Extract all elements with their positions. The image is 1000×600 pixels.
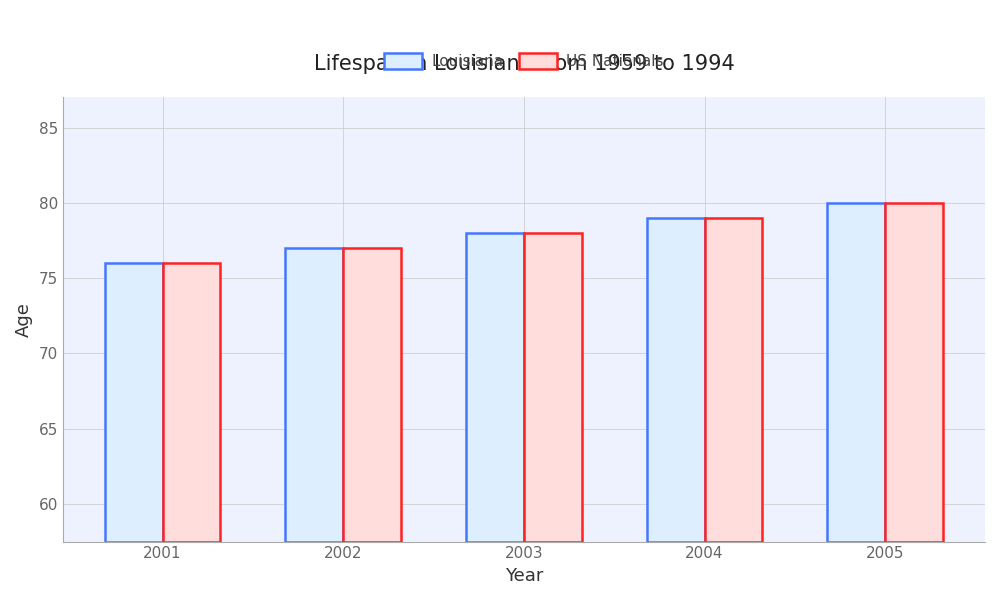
- X-axis label: Year: Year: [505, 567, 543, 585]
- Bar: [705, 218, 762, 542]
- Bar: [885, 203, 943, 542]
- Bar: [343, 248, 401, 542]
- Bar: [285, 248, 343, 542]
- Y-axis label: Age: Age: [15, 302, 33, 337]
- Title: Lifespan in Louisiana from 1959 to 1994: Lifespan in Louisiana from 1959 to 1994: [314, 53, 734, 74]
- Bar: [466, 233, 524, 542]
- Bar: [163, 263, 220, 542]
- Bar: [827, 203, 885, 542]
- Bar: [524, 233, 582, 542]
- Legend: Louisiana, US Nationals: Louisiana, US Nationals: [378, 47, 670, 76]
- Bar: [647, 218, 705, 542]
- Bar: [105, 263, 163, 542]
